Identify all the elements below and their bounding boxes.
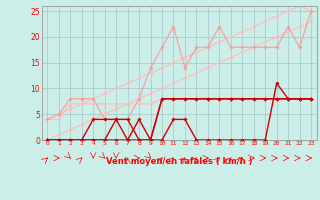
X-axis label: Vent moyen/en rafales ( km/h ): Vent moyen/en rafales ( km/h ) <box>106 157 252 166</box>
